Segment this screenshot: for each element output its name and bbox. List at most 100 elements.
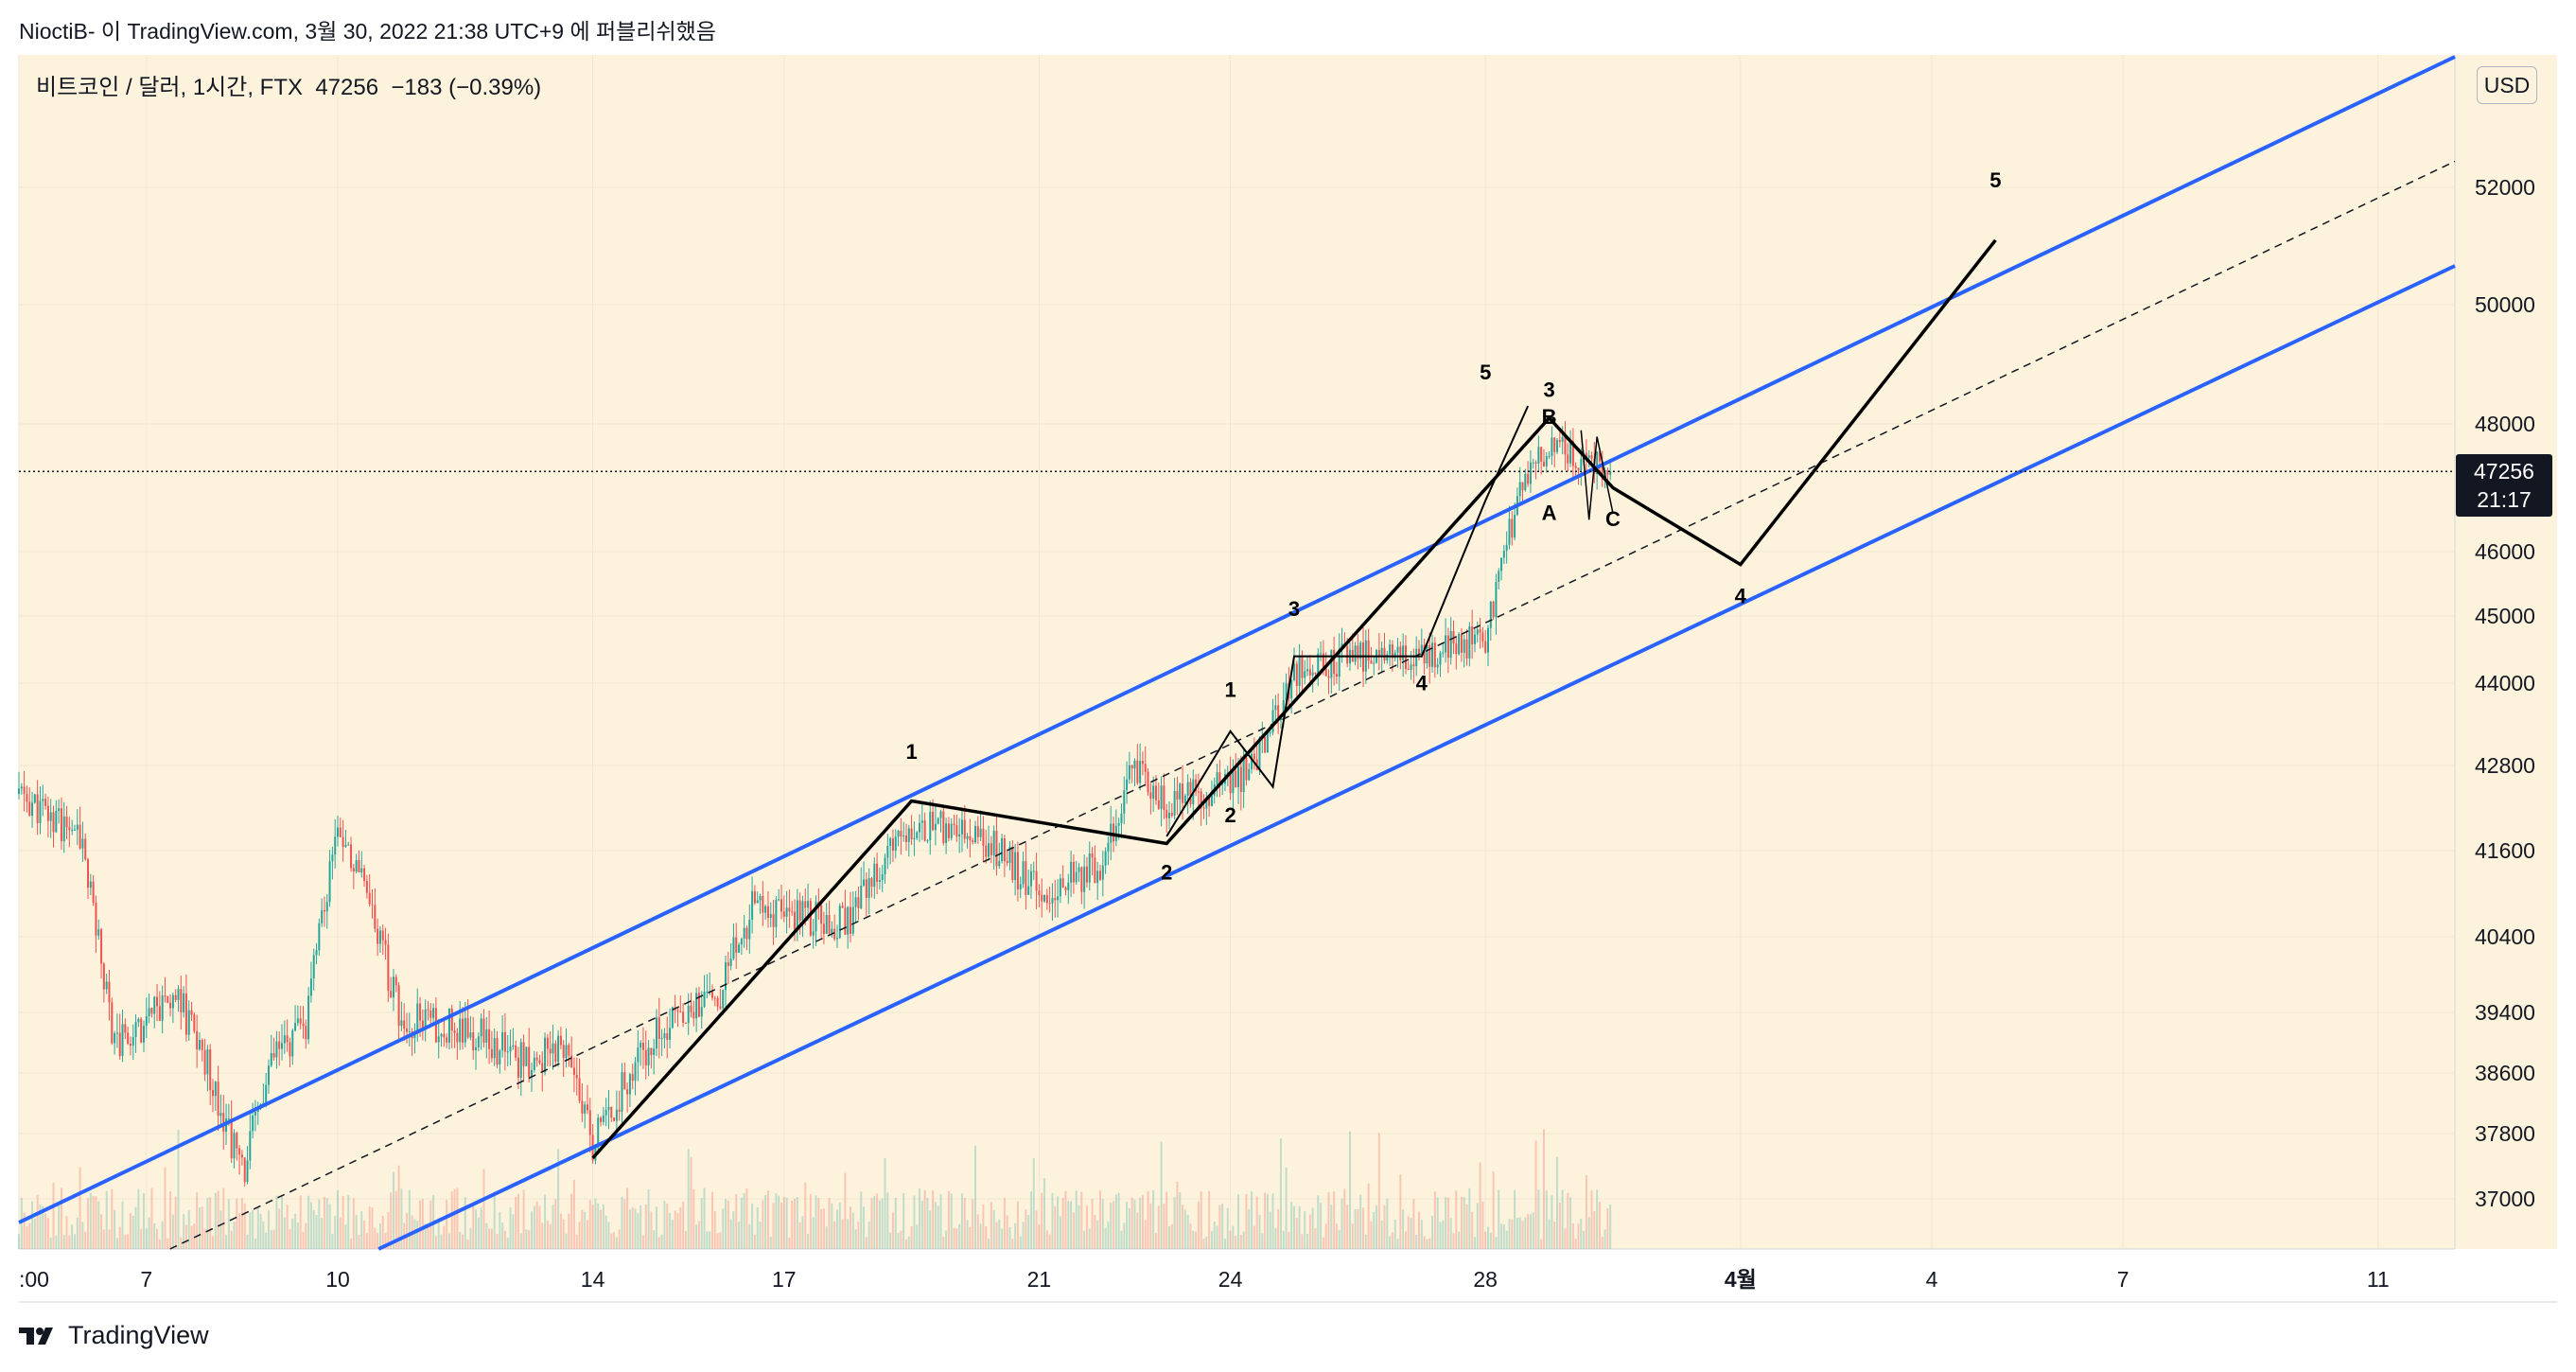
volume-bar (1025, 1209, 1027, 1249)
candle-body (985, 845, 988, 857)
volume-bar (28, 1222, 31, 1249)
candle-body (461, 1018, 464, 1043)
candle-body (390, 991, 393, 998)
volume-bar (1367, 1183, 1370, 1249)
candle-body (193, 1014, 196, 1031)
price-axis[interactable]: 37000 37800 38600 39400 40400 41600 42800 44000… (2475, 175, 2535, 1211)
volume-bar (735, 1193, 738, 1249)
volume-bar (171, 1214, 174, 1249)
candle-body (1542, 461, 1545, 466)
candle-body (374, 905, 377, 929)
volume-bar (36, 1195, 39, 1249)
tradingview-logo[interactable]: TradingView (19, 1321, 209, 1350)
currency-button[interactable]: USD (2477, 66, 2537, 104)
candle-body (73, 829, 76, 831)
volume-bar (759, 1222, 762, 1249)
candle-body (1481, 632, 1484, 642)
drawings-layer[interactable] (18, 55, 2456, 1251)
volume-bar (575, 1234, 578, 1249)
candle-body (1420, 644, 1423, 655)
candle-body (315, 950, 318, 956)
volume-bar (437, 1220, 440, 1249)
candle-body (854, 897, 857, 907)
volume-bar (62, 1235, 65, 1249)
volume-bar (976, 1214, 979, 1249)
volume-bar (966, 1220, 969, 1249)
volume-bar (517, 1193, 519, 1249)
volume-bar (847, 1219, 850, 1249)
volume-bar (1410, 1217, 1412, 1249)
volume-bar (1571, 1223, 1574, 1249)
candle-body (972, 840, 974, 843)
candle-body (296, 1018, 299, 1024)
candle-body (339, 827, 342, 837)
volume-bar (697, 1221, 700, 1249)
candle-body (158, 1006, 161, 1021)
volume-bar (1027, 1215, 1030, 1249)
volume-bar (1317, 1195, 1320, 1249)
candle-body (531, 1069, 534, 1078)
volume-bar (703, 1187, 706, 1249)
volume-bar (1298, 1205, 1301, 1249)
candle-body (610, 1106, 613, 1118)
volume-bar (1229, 1230, 1232, 1249)
candle-body (1197, 791, 1200, 793)
volume-bar (1364, 1234, 1367, 1249)
volume-bar (225, 1235, 228, 1249)
candle-body (240, 1154, 243, 1158)
volume-bar (1213, 1221, 1216, 1249)
volume-bar (1393, 1220, 1396, 1249)
candle-body (1428, 644, 1431, 667)
candle-body (572, 1067, 575, 1075)
volume-bar (480, 1207, 482, 1249)
candle-body (910, 828, 913, 840)
volume-bar (1154, 1232, 1157, 1249)
candle-body (960, 819, 963, 835)
candle-body (480, 1018, 482, 1037)
candle-body (477, 1036, 480, 1047)
volume-bar (995, 1222, 998, 1249)
candle-body (525, 1047, 528, 1066)
volume-bar (679, 1206, 682, 1249)
volume-bar (591, 1205, 594, 1249)
volume-bar (447, 1233, 450, 1249)
candle-body (669, 1028, 672, 1040)
candle-body (942, 811, 945, 843)
candle-body (1389, 644, 1392, 655)
candle-body (847, 906, 850, 935)
volume-bar (1285, 1167, 1288, 1249)
volume-bar (1192, 1230, 1195, 1249)
volume-bar (44, 1213, 47, 1249)
candle-body (1139, 761, 1142, 783)
volume-bar (1274, 1227, 1277, 1249)
symbol-legend[interactable]: 비트코인 / 달러, 1시간, FTX 47256 −183 (−0.39%) (36, 75, 542, 100)
candle-body (1383, 647, 1386, 661)
volume-bar (272, 1229, 275, 1249)
candle-body (1489, 601, 1492, 628)
candle-body (312, 955, 315, 979)
volume-bar (318, 1199, 321, 1249)
time-axis[interactable]: :00 7 10 14 17 21 24 28 4월 4 7 11 (19, 1267, 2390, 1292)
candle-body (671, 1007, 674, 1029)
candle-body (392, 976, 394, 998)
candle-body (1264, 736, 1267, 753)
volume-bar (1428, 1238, 1431, 1249)
candle-body (342, 836, 344, 847)
volume-bar (1091, 1199, 1094, 1249)
candle-body (283, 1035, 286, 1044)
volume-bar (988, 1238, 990, 1249)
candle-body (1163, 785, 1165, 811)
volume-bar (666, 1203, 669, 1249)
candle-body (1564, 436, 1567, 455)
candle-body (798, 900, 801, 921)
volume-bar (1561, 1189, 1564, 1249)
volume-bar (766, 1190, 769, 1249)
candle-body (1587, 455, 1590, 458)
candle-body (1248, 768, 1251, 781)
volume-bar (738, 1222, 741, 1249)
candle-body (1149, 792, 1152, 800)
candle-body (743, 927, 745, 939)
candle-body (801, 901, 804, 921)
candle-body (31, 802, 34, 817)
